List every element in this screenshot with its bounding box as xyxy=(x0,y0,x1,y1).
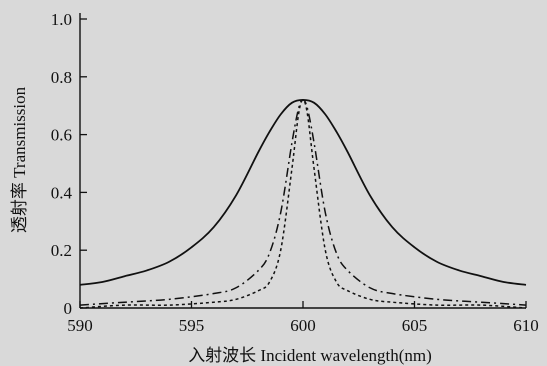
series-dotted-line xyxy=(79,99,527,309)
x-tick-label: 590 xyxy=(67,316,93,335)
series-dash-dot-line xyxy=(79,99,527,306)
series-solid-line xyxy=(79,99,527,286)
y-tick-label: 0.6 xyxy=(51,126,72,145)
y-axis-title: 透射率 Transmission xyxy=(10,86,29,233)
series-layer xyxy=(79,99,527,309)
x-tick-label: 600 xyxy=(290,316,316,335)
axes-group: 0 0.2 0.4 0.6 0.8 1.0 590 595 600 605 610 xyxy=(51,10,539,335)
y-tick-label: 0 xyxy=(64,299,73,318)
y-tick-label: 0.8 xyxy=(51,68,72,87)
x-tick-label: 595 xyxy=(179,316,205,335)
y-tick-label: 0.2 xyxy=(51,241,72,260)
y-tick-label: 0.4 xyxy=(51,183,73,202)
x-tick-label: 605 xyxy=(402,316,428,335)
x-tick-label: 610 xyxy=(513,316,539,335)
x-axis-title: 入射波长 Incident wavelength(nm) xyxy=(188,346,432,365)
y-tick-label: 1.0 xyxy=(51,10,72,29)
